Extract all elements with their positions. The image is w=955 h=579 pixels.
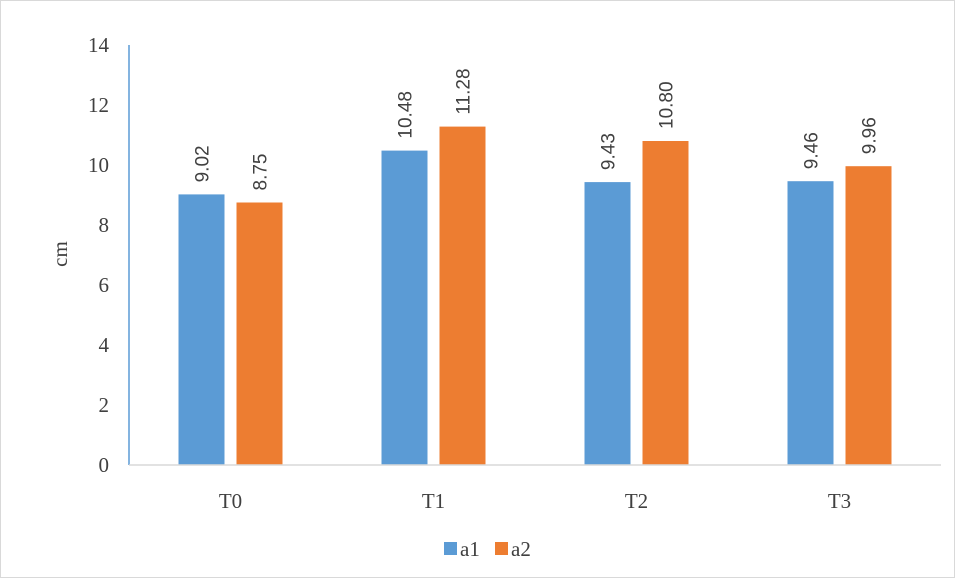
y-axis-title: cm <box>48 241 72 267</box>
y-tick-label: 6 <box>99 273 110 297</box>
data-label-a2-T0: 8.75 <box>251 154 272 191</box>
bar-a1-T2 <box>584 182 631 465</box>
legend-label-a1: a1 <box>460 537 480 561</box>
bar-a1-T3 <box>787 181 834 465</box>
x-category-label: T1 <box>422 489 445 513</box>
data-label-a2-T1: 11.28 <box>454 68 475 114</box>
y-tick-label: 2 <box>99 393 110 417</box>
data-label-a1-T2: 9.43 <box>599 133 620 170</box>
data-labels: 9.02 8.75 10.48 11.28 9.43 10.80 9.46 9.96 <box>193 68 881 190</box>
data-label-a1-T1: 10.48 <box>396 91 417 139</box>
x-category-label: T0 <box>219 489 242 513</box>
bar-a1-T0 <box>178 194 225 465</box>
x-category-label: T2 <box>625 489 648 513</box>
x-category-labels: T0 T1 T2 T3 <box>219 489 851 513</box>
y-tick-label: 14 <box>88 33 110 57</box>
legend-swatch-a2 <box>495 542 508 555</box>
data-label-a2-T2: 10.80 <box>657 81 678 129</box>
data-label-a1-T3: 9.46 <box>802 132 823 169</box>
y-tick-label: 12 <box>88 93 109 117</box>
bar-a2-T1 <box>439 126 486 465</box>
legend-label-a2: a2 <box>511 537 531 561</box>
x-category-label: T3 <box>828 489 851 513</box>
y-tick-label: 0 <box>99 453 110 477</box>
legend: a1 a2 <box>444 537 531 561</box>
bar-a2-T3 <box>845 166 892 465</box>
y-tick-label: 10 <box>88 153 109 177</box>
bar-a2-T2 <box>642 141 689 465</box>
bar-a2-T0 <box>236 202 283 465</box>
y-tick-label: 8 <box>99 213 110 237</box>
bars <box>178 126 892 465</box>
y-axis-title-group: cm <box>48 241 72 267</box>
data-label-a2-T3: 9.96 <box>860 117 881 154</box>
y-tick-label: 4 <box>99 333 110 357</box>
axes <box>128 45 941 466</box>
legend-swatch-a1 <box>444 542 457 555</box>
data-label-a1-T0: 9.02 <box>193 145 214 182</box>
y-tick-labels: 0 2 4 6 8 10 12 14 <box>88 33 110 477</box>
bar-a1-T1 <box>381 150 428 465</box>
